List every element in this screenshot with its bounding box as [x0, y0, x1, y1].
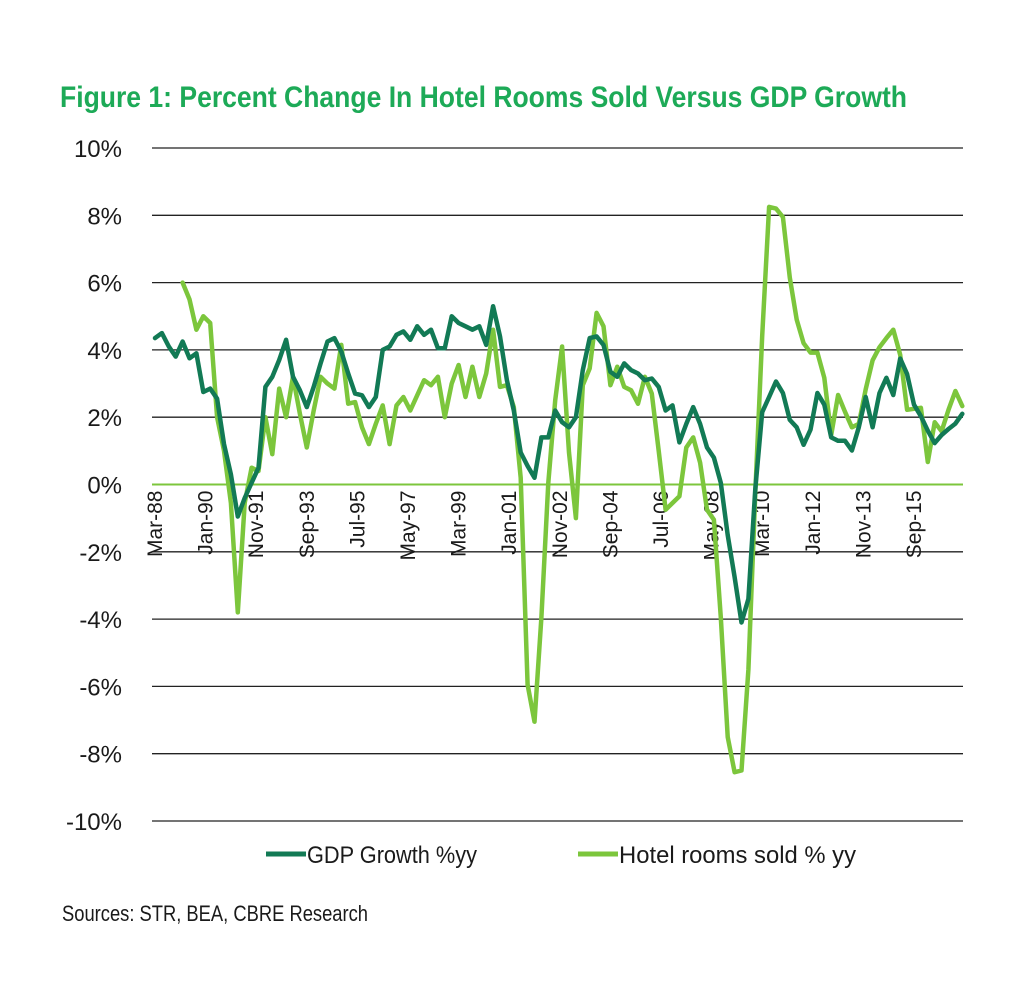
y-tick-label: 4% [87, 338, 122, 365]
x-tick-label: Sep-04 [599, 490, 622, 558]
legend-label-hotel: Hotel rooms sold % yy [619, 842, 856, 869]
series-line-gdp-growth [152, 303, 965, 625]
series-lines [152, 204, 965, 775]
x-tick-label: Nov-91 [245, 491, 268, 559]
y-tick-label: -6% [79, 674, 122, 701]
x-axis-ticks: Mar-88 Jan-90 Nov-91 Sep-93 Jul-95 May-97 Mar-… [144, 490, 926, 560]
source-note: Sources: STR, BEA, CBRE Research [62, 901, 368, 926]
y-axis-ticks: 10% 8% 6% 4% 2% 0% -2% -4% -6% -8% -10% [66, 136, 122, 836]
series-line-hotel-rooms-sold [180, 204, 965, 775]
y-tick-label: 6% [87, 271, 122, 298]
x-tick-label: Jul-06 [650, 491, 673, 548]
x-tick-label: May-97 [397, 491, 420, 561]
x-tick-label: Jul-95 [346, 491, 369, 548]
gridlines [152, 147, 963, 822]
y-tick-label: -4% [79, 607, 122, 634]
x-tick-label: Nov-02 [549, 491, 572, 559]
x-tick-label: Jan-12 [802, 491, 825, 555]
x-tick-label: Nov-13 [852, 491, 875, 559]
y-tick-label: -8% [79, 742, 122, 769]
legend-label-gdp: GDP Growth %yy [307, 842, 477, 869]
x-tick-label: Mar-88 [144, 491, 167, 558]
y-tick-label: -2% [79, 540, 122, 567]
legend: GDP Growth %yy Hotel rooms sold % yy [266, 842, 856, 869]
x-tick-label: Sep-93 [296, 491, 319, 559]
chart-title: Figure 1: Percent Change In Hotel Rooms … [60, 81, 907, 114]
y-tick-label: 8% [87, 203, 122, 230]
x-tick-label: Jan-01 [498, 491, 521, 555]
y-tick-label: 0% [87, 473, 122, 500]
x-tick-label: Sep-15 [903, 491, 926, 559]
y-tick-label: 2% [87, 405, 122, 432]
x-tick-label: Mar-99 [448, 491, 471, 558]
y-tick-label: 10% [74, 136, 122, 163]
x-tick-label: Jan-90 [195, 491, 218, 555]
y-tick-label: -10% [66, 809, 122, 836]
